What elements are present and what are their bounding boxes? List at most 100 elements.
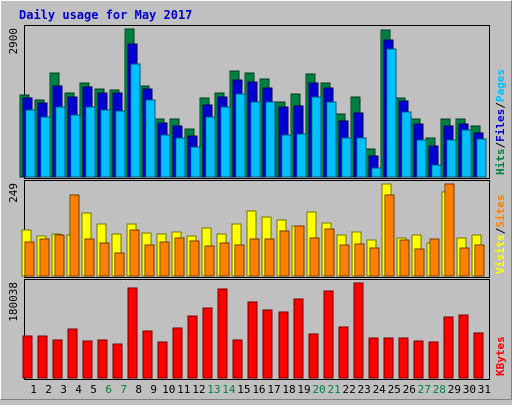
- day-label-28: 28: [433, 383, 446, 396]
- day-label-30: 30: [463, 383, 476, 396]
- bar-outline: [129, 229, 140, 277]
- day-label-7: 7: [120, 383, 127, 396]
- bar-outline: [356, 137, 367, 178]
- bar-kbytes-day-18: [279, 312, 288, 378]
- bar-kbytes-day-30: [459, 315, 468, 378]
- bar-sites-day-7: [115, 253, 124, 276]
- panel-1: [19, 25, 490, 179]
- bar-outline: [398, 337, 409, 379]
- bar-outline: [202, 307, 213, 379]
- day-label-21: 21: [327, 383, 340, 396]
- bar-outline: [383, 337, 394, 379]
- bar-outline: [458, 314, 469, 379]
- bar-sites-day-23: [355, 244, 364, 276]
- bar-sites-day-17: [265, 239, 274, 276]
- bar-outline: [249, 238, 260, 277]
- bar-pages-day-5: [86, 107, 95, 177]
- bar-outline: [296, 133, 307, 178]
- bar-kbytes-day-3: [53, 340, 62, 378]
- bar-kbytes-day-15: [233, 340, 242, 378]
- bar-kbytes-day-22: [339, 327, 348, 378]
- bar-outline: [431, 164, 442, 178]
- bar-pages-day-10: [161, 135, 170, 177]
- bar-pages-day-31: [477, 139, 486, 177]
- bar-outline: [324, 228, 335, 277]
- bar-kbytes-day-27: [414, 341, 423, 378]
- bar-outline: [399, 239, 410, 277]
- day-label-22: 22: [343, 383, 356, 396]
- bar-kbytes-day-26: [399, 338, 408, 378]
- day-label-14: 14: [222, 383, 236, 396]
- day-label-13: 13: [207, 383, 220, 396]
- bar-kbytes-day-9: [143, 331, 152, 378]
- bar-pages-day-12: [191, 147, 200, 177]
- bar-outline: [235, 93, 246, 178]
- bar-outline: [190, 146, 201, 178]
- bar-outline: [157, 341, 168, 379]
- bar-kbytes-day-20: [309, 334, 318, 378]
- panel-3-scale-label: 180038: [7, 282, 20, 322]
- bar-pages-day-29: [447, 140, 456, 177]
- legend-visits: Visits: [494, 234, 507, 274]
- bar-outline: [85, 106, 96, 178]
- panel-2-scale-label: 249: [7, 183, 20, 203]
- bar-pages-day-22: [342, 138, 351, 177]
- legend-separator: /: [494, 227, 507, 234]
- bar-files-day-28: [429, 146, 438, 177]
- bar-sites-day-18: [280, 231, 289, 276]
- bar-kbytes-day-16: [248, 302, 257, 378]
- bar-sites-day-14: [220, 243, 229, 276]
- series-kbytes: [22, 282, 484, 379]
- bar-sites-day-4: [70, 195, 79, 276]
- bar-outline: [309, 237, 320, 277]
- bar-pages-day-1: [26, 110, 35, 177]
- bar-sites-day-9: [145, 245, 154, 276]
- bar-sites-day-11: [175, 238, 184, 276]
- bar-sites-day-20: [310, 238, 319, 276]
- legend-sites: Sites: [494, 195, 507, 228]
- bar-outline: [70, 114, 81, 178]
- bar-outline: [308, 333, 319, 379]
- bar-outline: [247, 301, 258, 379]
- day-label-10: 10: [162, 383, 175, 396]
- bar-sites-day-19: [295, 226, 304, 276]
- bar-kbytes-day-28: [429, 342, 438, 378]
- bar-pages-day-3: [56, 107, 65, 177]
- bar-outline: [204, 245, 215, 277]
- bar-sites-day-26: [400, 240, 409, 276]
- bar-sites-day-29: [445, 184, 454, 276]
- bar-outline: [279, 230, 290, 277]
- bar-outline: [145, 99, 156, 178]
- bar-outline: [67, 328, 78, 379]
- day-label-12: 12: [192, 383, 205, 396]
- bar-outline: [115, 110, 126, 178]
- bar-outline: [428, 341, 439, 379]
- bar-sites-day-27: [415, 249, 424, 276]
- bar-kbytes-day-25: [384, 338, 393, 378]
- bar-kbytes-day-1: [23, 336, 32, 378]
- day-label-17: 17: [267, 383, 280, 396]
- bar-outline: [52, 339, 63, 379]
- bar-outline: [265, 101, 276, 178]
- bar-pages-day-8: [131, 64, 140, 177]
- day-label-16: 16: [252, 383, 265, 396]
- bar-outline: [112, 343, 123, 379]
- bar-outline: [323, 290, 334, 379]
- bar-sites-day-21: [325, 229, 334, 276]
- day-label-19: 19: [297, 383, 310, 396]
- bar-sites-day-22: [340, 245, 349, 276]
- day-label-26: 26: [403, 383, 416, 396]
- series-sites: [24, 183, 485, 277]
- bar-kbytes-day-12: [188, 316, 197, 378]
- bar-outline: [205, 116, 216, 178]
- bar-outline: [264, 238, 275, 277]
- bar-outline: [22, 335, 33, 379]
- bar-outline: [114, 252, 125, 277]
- panel-3: [22, 279, 490, 380]
- bar-sites-day-12: [190, 241, 199, 276]
- bar-outline: [232, 339, 243, 379]
- bar-outline: [446, 139, 457, 178]
- bar-sites-day-16: [250, 239, 259, 276]
